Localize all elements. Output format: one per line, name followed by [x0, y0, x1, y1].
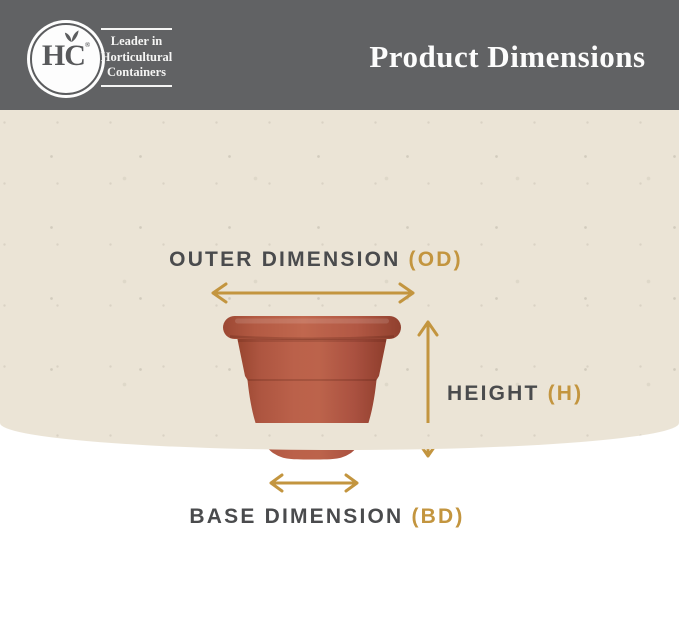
base-dimension-text: BASE DIMENSION — [189, 505, 404, 528]
registered-mark: ® — [84, 41, 91, 49]
tagline-rule-top — [101, 28, 172, 30]
sprout-leaf-icon — [64, 30, 79, 42]
outer-dimension-text: OUTER DIMENSION — [169, 248, 401, 271]
brand-tagline: Leader in Horticultural Containers — [100, 28, 173, 87]
outer-dimension-arrow — [211, 282, 415, 304]
tagline-line-2: Horticultural — [100, 49, 173, 64]
outer-dimension-label: OUTER DIMENSION (OD) — [169, 248, 463, 272]
height-text: HEIGHT — [447, 382, 540, 405]
height-label: HEIGHT (H) — [447, 382, 583, 406]
section-curve-divider — [0, 423, 679, 450]
base-dimension-abbrev: (BD) — [411, 505, 465, 528]
header-bar: HC® Leader in Horticultural Containers P… — [0, 0, 679, 110]
tagline-line-1: Leader in — [110, 34, 163, 48]
page-title: Product Dimensions — [369, 39, 646, 74]
logo-monogram: HC® — [41, 39, 91, 72]
height-abbrev: (H) — [547, 382, 584, 405]
size-tables: SIZE OD BD H 6" 6" 3" 4.86" 8" 8.25" 4.2… — [0, 450, 679, 636]
dimension-diagram: OUTER DIMENSION (OD) — [0, 110, 679, 528]
tagline-line-3: Containers — [106, 65, 167, 79]
brand-logo: HC® — [27, 20, 105, 98]
tagline-rule-bottom — [101, 84, 172, 87]
base-dimension-label: BASE DIMENSION (BD) — [189, 505, 464, 529]
outer-dimension-abbrev: (OD) — [408, 248, 463, 271]
base-dimension-arrow — [269, 473, 359, 493]
